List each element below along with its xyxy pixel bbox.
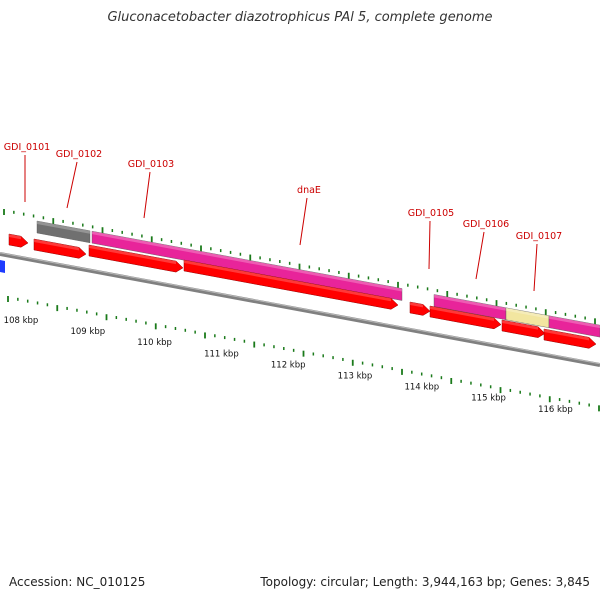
map-title: Gluconacetobacter diazotrophicus PAl 5, … bbox=[107, 10, 493, 25]
scale-label-108: 108 kbp bbox=[4, 316, 39, 326]
scale-label-112: 112 kbp bbox=[271, 360, 306, 370]
gene-label-GDI_0102: GDI_0102 bbox=[56, 149, 102, 160]
upper-tick-row bbox=[3, 209, 596, 325]
genome-backbone bbox=[0, 252, 600, 367]
callout-line-GDI_0103 bbox=[143, 171, 151, 219]
scale-labels: 108 kbp 109 kbp 110 kbp 111 kbp 112 kbp 113 k… bbox=[4, 316, 573, 415]
gene-label-GDI_0103: GDI_0103 bbox=[128, 159, 174, 170]
callout-line-dnaE bbox=[299, 197, 308, 246]
backbone-line bbox=[0, 252, 600, 367]
cds-arrow-dnaE bbox=[183, 259, 399, 310]
accession-label: Accession: NC_010125 bbox=[9, 575, 146, 589]
genome-summary: Topology: circular; Length: 3,944,163 bp… bbox=[260, 575, 590, 589]
cds-arrow-GDI_0107 bbox=[501, 319, 546, 338]
cds-arrow-GDI_0103-shine bbox=[89, 245, 176, 265]
gene-callouts: GDI_0101 GDI_0102 GDI_0103 dnaE GDI_0105 GDI_… bbox=[4, 142, 562, 292]
cds-arrow-GDI_0106-shine bbox=[430, 306, 494, 321]
cds-arrow-GDI_0106 bbox=[429, 305, 502, 330]
cds-arrow-GDI_0103 bbox=[88, 244, 184, 273]
cds-arrow-GDI_0101-shine bbox=[9, 234, 21, 240]
callout-line-GDI_0106 bbox=[475, 231, 485, 280]
scale-label-115: 115 kbp bbox=[471, 394, 506, 404]
scale-label-111: 111 kbp bbox=[204, 349, 239, 359]
cds-arrow-GDI_0102 bbox=[33, 238, 87, 259]
gene-block-GDI_0107 bbox=[548, 315, 600, 338]
gene-block-shine-GDI_0105 bbox=[434, 294, 506, 311]
scale-label-114: 114 kbp bbox=[404, 383, 439, 393]
gene-label-GDI_0101: GDI_0101 bbox=[4, 142, 50, 153]
gene-block-shine-GDI_0103 bbox=[92, 231, 402, 292]
scale-label-116: 116 kbp bbox=[538, 405, 573, 415]
scale-label-113: 113 kbp bbox=[338, 372, 373, 382]
cds-arrow-GDI_0105-shine bbox=[410, 302, 423, 308]
gene-label-GDI_0107: GDI_0107 bbox=[516, 231, 562, 242]
scale-label-110: 110 kbp bbox=[137, 338, 172, 348]
gene-block-GDI_0103 bbox=[91, 230, 403, 301]
cds-arrow-dnaE-shine bbox=[184, 260, 391, 302]
feature-tracks bbox=[0, 220, 600, 349]
cds-arrow-extra-0 bbox=[543, 328, 597, 349]
gene-block-shine-GDI_0102 bbox=[37, 221, 90, 234]
scale-label-109: 109 kbp bbox=[70, 327, 105, 337]
callout-line-GDI_0105 bbox=[428, 220, 431, 270]
callout-line-GDI_0102 bbox=[66, 161, 78, 209]
gene-label-GDI_0106: GDI_0106 bbox=[463, 219, 509, 230]
backbone-highlight bbox=[0, 252, 600, 365]
gene-block-shine-GDI_0107 bbox=[549, 315, 600, 329]
gene-label-GDI_0105: GDI_0105 bbox=[408, 208, 454, 219]
lower-tick-row bbox=[7, 296, 600, 412]
cds-arrow-GDI_0101 bbox=[8, 233, 29, 248]
cds-arrow-GDI_0107-shine bbox=[502, 320, 538, 330]
gene-block-GDI_0102 bbox=[36, 220, 91, 244]
blue-feature bbox=[0, 260, 5, 273]
gene-label-dnaE: dnaE bbox=[297, 185, 321, 196]
cds-arrow-extra-0-shine bbox=[544, 329, 589, 341]
gene-block-shine-GDI_0106 bbox=[506, 307, 549, 319]
cds-arrow-GDI_0105 bbox=[409, 301, 431, 316]
cds-arrow-GDI_0102-shine bbox=[34, 239, 79, 251]
callout-line-GDI_0107 bbox=[533, 243, 538, 292]
